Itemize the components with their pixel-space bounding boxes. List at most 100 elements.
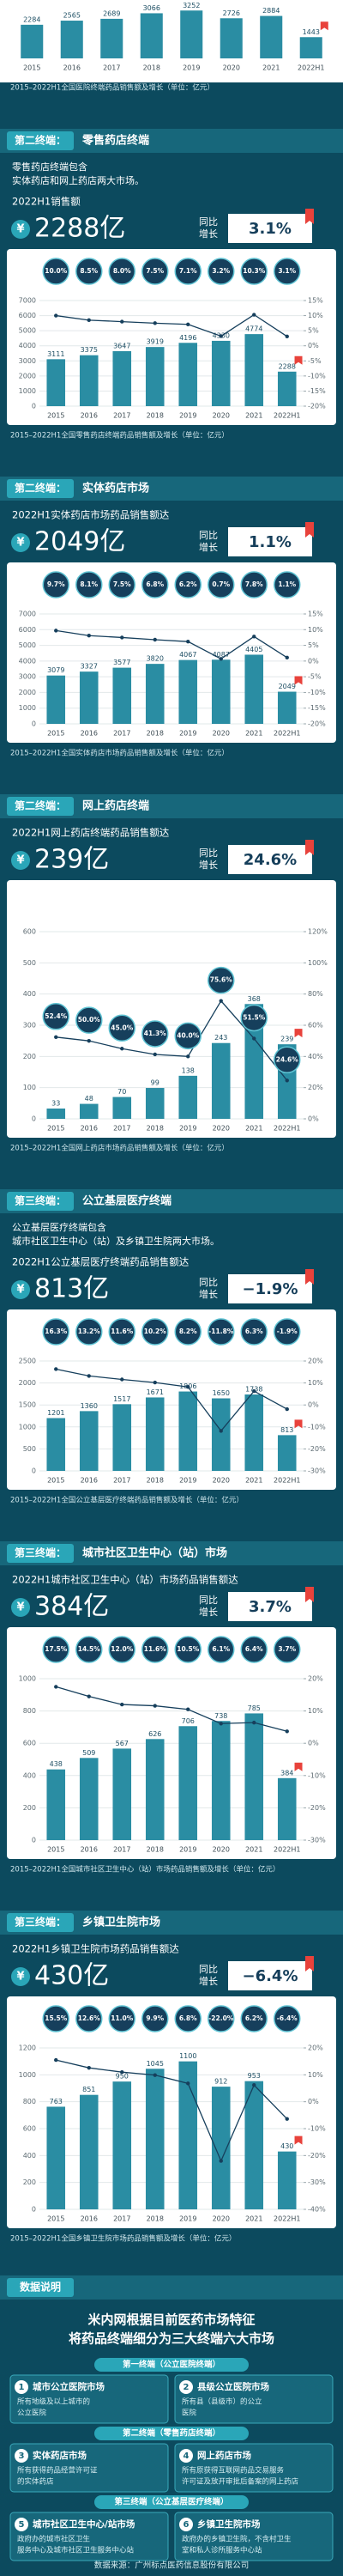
growth-dot: [252, 2083, 256, 2087]
growth-badge: [141, 258, 169, 285]
growth-label: 8.5%: [80, 267, 98, 275]
y2-tick-label: -20%: [308, 720, 326, 728]
y-tick-label: 400: [23, 2152, 36, 2160]
growth-badge: [240, 2005, 268, 2032]
bookmark: [305, 1956, 314, 1971]
item-number: 5: [19, 2520, 25, 2530]
x-tick-label: 2018: [147, 1125, 164, 1133]
growth-badge: [108, 1636, 135, 1663]
growth-label: -22.0%: [208, 2014, 234, 2022]
bar-value-label: 3375: [81, 346, 98, 354]
growth-line: [56, 2059, 288, 2163]
growth-dot: [219, 657, 223, 661]
currency: ¥: [16, 854, 24, 867]
x-tick-label: 2022H1: [274, 1846, 300, 1854]
bar: [145, 1088, 165, 1119]
currency-icon: [11, 1967, 30, 1986]
y-tick-label: 2000: [19, 1379, 36, 1387]
bar: [21, 24, 44, 58]
y2-tick-label: -10%: [308, 1423, 326, 1431]
growth-dot: [285, 2117, 289, 2121]
source: 数据来源：广州标点医药信息股份有限公司: [94, 2561, 250, 2571]
y2-tick-label: -40%: [308, 2206, 326, 2214]
growth-label: -6.4%: [277, 2014, 298, 2022]
growth-badge: [274, 571, 301, 598]
bar-value-label: 2565: [63, 12, 81, 20]
y2-tick-label: -10%: [308, 1771, 326, 1779]
bar-value-label: 3820: [147, 655, 164, 663]
growth-badge: [274, 1636, 301, 1663]
chart-caption: 2015–2022H1全国医院终端药品销售额及增长（单位：亿元）: [10, 83, 214, 93]
sales-label: 2022H1实体药店市场药品销售额达: [12, 509, 170, 521]
growth-dot: [87, 2065, 91, 2070]
item-number: 3: [19, 2451, 25, 2461]
x-tick-label: 2018: [143, 64, 160, 72]
x-tick-label: 2019: [179, 1477, 196, 1485]
x-tick-label: 2021: [262, 64, 280, 72]
growth-dot: [186, 322, 190, 326]
growth-label: 6.2%: [179, 580, 197, 588]
intro-text: 实体药店和网上药店两大市场。: [12, 174, 144, 186]
bar: [46, 1418, 66, 1471]
x-tick-label: 2018: [147, 730, 164, 738]
x-tick-label: 2022H1: [298, 64, 324, 72]
growth-dot: [54, 1685, 58, 1689]
section-title: 实体药店市场: [82, 482, 149, 495]
growth-badge: [75, 258, 103, 285]
y-tick-label: 6000: [19, 312, 36, 319]
y-tick-label: 0: [32, 403, 36, 410]
currency: ¥: [16, 537, 24, 550]
y2-tick-label: -15%: [308, 387, 326, 395]
growth-dot: [54, 1035, 58, 1040]
bar-value-label: 3327: [81, 663, 98, 671]
bar: [244, 334, 264, 406]
intro-text: 零售药店终端包含: [12, 161, 87, 173]
bar: [145, 664, 165, 724]
item-box: [174, 2443, 334, 2493]
item-desc: 服务中心及城市社区卫生服务中心站: [17, 2546, 135, 2555]
item-box: [9, 2374, 169, 2424]
item-desc: 所有地级及以上城市的: [17, 2397, 90, 2407]
growth-label: 50.0%: [78, 1016, 101, 1024]
growth-caption: 增长: [199, 1288, 218, 1300]
section-title: 零售药店终端: [81, 134, 149, 148]
bar-value-label: 738: [214, 1712, 227, 1720]
y2-tick-label: 20%: [308, 1358, 323, 1365]
x-tick-label: 2021: [245, 1846, 262, 1854]
growth-dot: [54, 629, 58, 633]
bar: [178, 1075, 198, 1119]
x-tick-label: 2017: [113, 1477, 130, 1485]
growth-dot: [120, 1702, 124, 1707]
y2-tick-label: 5%: [308, 327, 319, 335]
x-tick-label: 2021: [245, 1125, 262, 1133]
bookmark: [305, 840, 314, 855]
growth-label: 6.1%: [212, 1645, 230, 1653]
growth-badge: [141, 1636, 169, 1663]
bar: [46, 675, 66, 724]
x-tick-label: 2016: [81, 1846, 98, 1854]
y-tick-label: 0: [32, 1115, 36, 1123]
y-tick-label: 2500: [19, 1358, 36, 1365]
x-tick-label: 2016: [81, 412, 98, 420]
bar-value-label: 48: [85, 1095, 93, 1103]
y-tick-label: 6000: [19, 626, 36, 634]
bar-value-label: 368: [248, 995, 261, 1003]
bar: [46, 1109, 66, 1119]
growth-caption: 增长: [199, 541, 218, 553]
x-tick-label: 2016: [81, 730, 98, 738]
growth-label: 8.0%: [113, 267, 131, 275]
bar: [46, 1769, 66, 1840]
item-desc: 许可证及放开审批后备案的网上药店: [182, 2477, 299, 2487]
x-tick-label: 2020: [213, 412, 230, 420]
bar-value-label: 4774: [245, 325, 262, 333]
growth-badge: [240, 1318, 268, 1346]
growth-badge: [208, 966, 235, 994]
x-tick-label: 2020: [213, 730, 230, 738]
x-tick-label: 2020: [213, 1125, 230, 1133]
flag: [294, 1762, 303, 1771]
bar: [112, 1748, 132, 1840]
bar-value-label: 2288: [279, 362, 296, 370]
group-heading-bg: [94, 2427, 249, 2440]
growth-label: 41.3%: [144, 1030, 167, 1037]
bar: [180, 10, 203, 59]
